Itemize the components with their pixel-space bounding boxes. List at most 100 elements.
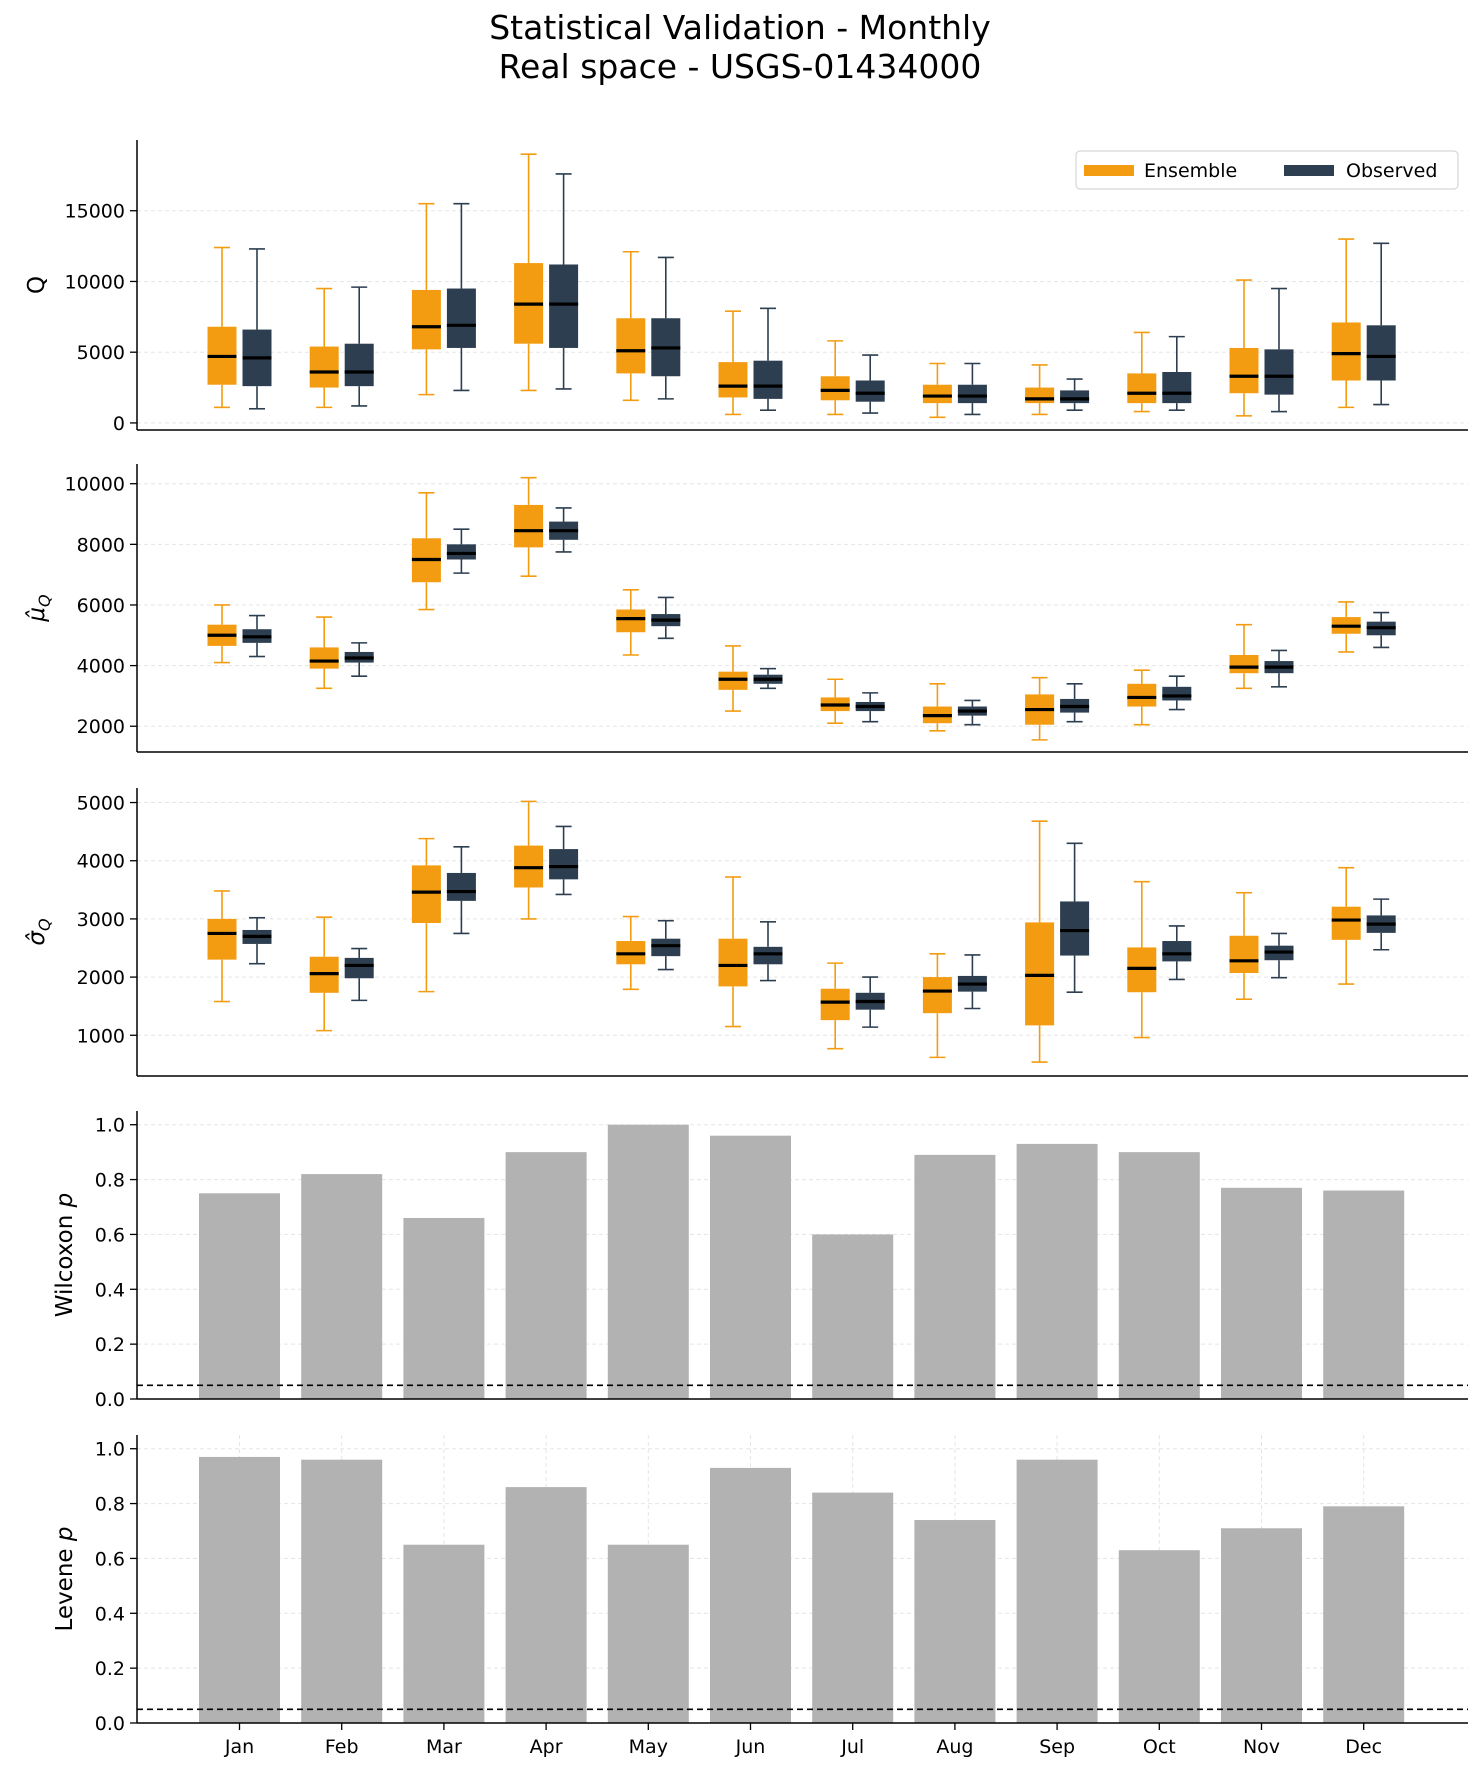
y-tick-label: 2000: [77, 967, 125, 989]
legend: Ensemble Observed: [1075, 150, 1459, 190]
box-iqr: [1264, 349, 1294, 395]
box-iqr: [1229, 654, 1259, 674]
box-feb: [309, 287, 339, 409]
x-tick-label: Dec: [1345, 1736, 1382, 1758]
bar-mar: [403, 1217, 485, 1399]
box-jul: [820, 962, 850, 1050]
y-tick-label: 0.6: [95, 1548, 125, 1570]
box-dec: [1331, 601, 1361, 653]
y-axis-label-italic: p: [52, 1527, 78, 1543]
grid: [137, 802, 1468, 1036]
box-nov: [1264, 932, 1294, 979]
box-jul: [820, 340, 850, 416]
box-sep: [1025, 820, 1055, 1063]
figure-title-line-1: Statistical Validation - Monthly: [489, 8, 991, 47]
bar-sep: [1016, 1143, 1098, 1399]
box-jan: [207, 890, 237, 1003]
box-mar: [411, 202, 441, 396]
box-iqr: [1127, 373, 1157, 404]
y-axis-label-text: Levene: [52, 1541, 78, 1631]
box-iqr: [1162, 372, 1192, 404]
y-axis-label: Wilcoxon p: [52, 1193, 78, 1318]
x-tick-label: Jul: [840, 1736, 864, 1758]
box-jan: [242, 614, 272, 658]
box-dec: [1331, 238, 1361, 409]
box-nov: [1264, 649, 1294, 688]
y-tick-label: 0.2: [95, 1658, 125, 1680]
box-iqr: [753, 360, 783, 399]
bar-apr: [505, 1152, 587, 1399]
y-axis-label-text: σ̂: [24, 930, 50, 946]
x-tick-label: Jan: [224, 1736, 254, 1758]
box-iqr: [651, 938, 681, 957]
box-sep: [1060, 378, 1090, 411]
box-oct: [1162, 335, 1192, 411]
box-apr: [514, 800, 544, 920]
box-iqr: [616, 318, 646, 374]
x-tick-label: Nov: [1243, 1736, 1280, 1758]
box-iqr: [1060, 390, 1090, 404]
box-mar: [411, 837, 441, 993]
box-jun: [753, 921, 783, 982]
box-iqr: [820, 376, 850, 401]
box-jul: [855, 692, 885, 723]
panels: 050001000015000Q200040006000800010000μ̂Q…: [24, 140, 1468, 1758]
box-feb: [344, 947, 374, 1002]
box-iqr: [1162, 686, 1192, 701]
box-iqr: [514, 504, 544, 548]
box-may: [651, 596, 681, 640]
panel-1: 0 5000 10000 15000 Q: [24, 140, 1468, 435]
box-iqr: [1366, 325, 1396, 381]
box-jun: [718, 645, 748, 712]
box-jul: [855, 976, 885, 1028]
box-jan: [242, 916, 272, 965]
x-tick-label: Apr: [530, 1736, 563, 1758]
bar-nov: [1221, 1187, 1302, 1399]
box-oct: [1127, 880, 1157, 1039]
y-tick-label: 0.2: [95, 1334, 125, 1356]
box-sep: [1025, 364, 1055, 416]
box-feb: [309, 916, 339, 1032]
y-axis-label-text: μ̂: [24, 607, 50, 623]
y-axis-label: Q: [24, 276, 50, 294]
box-iqr: [207, 918, 237, 960]
y-tick-label: 0.4: [95, 1603, 125, 1625]
box-sep: [1060, 682, 1090, 723]
bar-may: [607, 1124, 689, 1399]
box-iqr: [718, 362, 748, 398]
bar-jul: [812, 1492, 894, 1723]
y-tick-label: 2000: [77, 716, 125, 738]
y-tick-label: 0.0: [95, 1713, 125, 1735]
box-dec: [1331, 866, 1361, 985]
y-axis-label-text: Wilcoxon: [52, 1207, 78, 1317]
x-tick-label: May: [629, 1736, 668, 1758]
box-iqr: [1229, 347, 1259, 394]
y-tick-label: 4000: [77, 851, 125, 873]
y-tick-label: 3000: [77, 909, 125, 931]
box-iqr: [820, 988, 850, 1021]
bars: [199, 1124, 1405, 1399]
bars: [199, 1456, 1405, 1723]
box-iqr: [446, 872, 476, 901]
grid: [137, 483, 1468, 727]
panel-2: 2000 4000 6000 8000 10000 μ̂Q: [24, 464, 1468, 753]
box-jun: [753, 307, 783, 411]
y-tick-label: 0: [113, 413, 125, 435]
box-may: [651, 919, 681, 971]
bar-jan: [199, 1193, 280, 1399]
box-jan: [207, 604, 237, 664]
legend-swatch-observed: [1284, 165, 1334, 176]
box-iqr: [1025, 387, 1055, 404]
y-tick-label: 1.0: [95, 1439, 125, 1461]
y-tick-label: 4000: [77, 656, 125, 678]
bar-aug: [914, 1520, 996, 1723]
bar-apr: [505, 1487, 587, 1723]
box-apr: [549, 825, 579, 896]
box-may: [616, 250, 646, 402]
bar-feb: [301, 1174, 383, 1399]
panel-5: 0.0 0.2 0.4 0.6 0.8 1.0 Levene p Jan Feb Mar Apr Ma…: [52, 1435, 1468, 1758]
panel-4: 0.0 0.2 0.4 0.6 0.8 1.0 Wilcoxon p: [52, 1111, 1468, 1411]
box-oct: [1162, 675, 1192, 711]
x-tick-label: Mar: [426, 1736, 462, 1758]
bar-jun: [710, 1135, 791, 1399]
